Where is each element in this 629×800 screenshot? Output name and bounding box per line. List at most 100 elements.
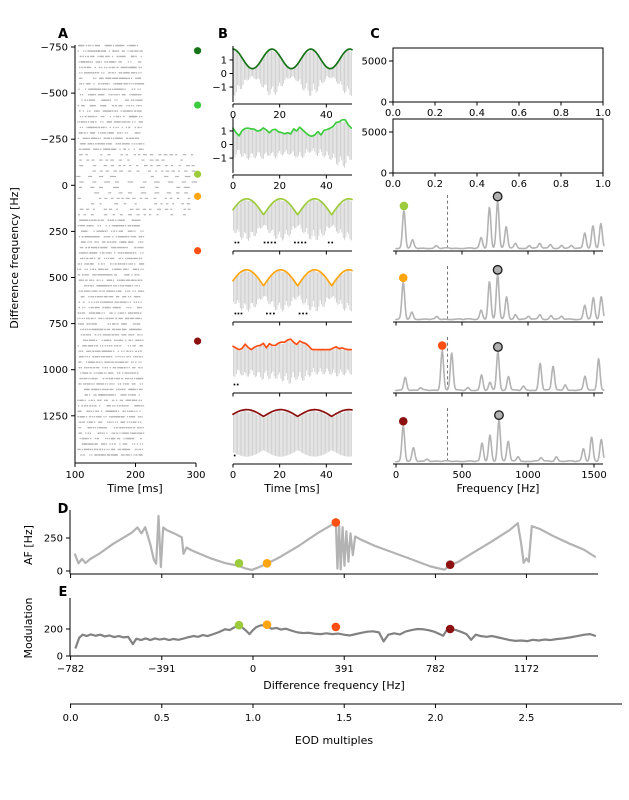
b-x-tick-label: 20 [273,470,286,481]
b-x-tick-label: 0 [230,470,236,481]
b-spike-dot [236,383,239,386]
b-y-tick-label: 1 [221,126,227,137]
d-y-tick-label: 250 [44,534,63,545]
b-spike-dot [331,241,334,244]
c-x-tick-label: 0.0 [385,108,401,119]
b-y-tick-label: 0 [221,69,227,80]
panel-e-label: E [59,585,68,600]
panel-b-label: B [218,27,228,42]
b-envelope [232,118,353,138]
b-carrier [233,269,352,312]
a-x-tick-label: 100 [65,470,84,481]
a-y-tick-label: −500 [41,89,68,100]
b-spike-dot [304,241,307,244]
b-carrier [233,49,352,97]
b-spike-dot [297,241,300,244]
b-carrier [233,340,352,384]
e-y-tick-label: 200 [44,625,63,636]
b-envelope [232,268,353,287]
c-peak-dot [399,201,409,211]
a-df-marker [194,101,202,109]
b-spike-dot [267,241,269,244]
c-x-tick-label: 0.6 [511,108,527,119]
panel-a-label: A [58,27,68,42]
b-spike-dot [237,312,240,315]
a-x-tick-label: 300 [186,470,205,481]
b-envelope [232,48,353,70]
a-df-marker [194,337,202,345]
a-y-tick-label: 1000 [43,365,68,376]
b-carrier [233,198,352,241]
b-x-tick-label: 0 [230,181,236,192]
a-raster-dots [76,44,198,456]
b-envelope [232,197,353,216]
b-x-tick-label: 20 [273,181,286,192]
a-y-tick-label: 1250 [43,411,68,422]
b-spike-dot [327,241,330,244]
b-spike-dot [240,312,243,315]
e-dot [234,620,244,630]
a-y-tick-label: 500 [49,273,68,284]
a-y-tick-label: −250 [41,135,68,146]
b-spike-dot [234,241,237,244]
b-envelope [232,338,353,351]
c-x-tick-label: 500 [452,470,471,481]
eod-tick-label: 2.0 [427,713,443,724]
a-df-marker [194,192,202,200]
b-spike-dot [237,241,240,244]
panel-d-label: D [58,502,69,517]
c-empty-box [392,118,604,174]
d-dot [331,518,341,527]
c-ref-peak-dot [492,342,503,352]
b-carrier [233,409,352,457]
b-x-tick-label: 40 [320,470,333,481]
c-y-tick-label: 5000 [362,128,387,139]
b-envelope [232,408,353,418]
e-x-tick-label: 782 [426,664,445,675]
c-x-axis-title: Frequency [Hz] [457,482,540,495]
c-x-tick-label: 0.4 [469,179,485,190]
a-y-tick-label: −750 [41,43,68,54]
b-spike-dot [263,241,266,244]
c-peak-dot [437,341,447,350]
c-ref-peak-dot [492,264,503,275]
b-spike-dot [301,241,303,244]
a-df-marker [194,47,202,55]
a-x-axis-title: Time [ms] [106,482,162,495]
c-x-tick-label: 1000 [515,470,540,481]
a-y-tick-label: 0 [62,181,68,192]
d-y-tick-label: 0 [57,567,63,578]
c-x-tick-label: 0.8 [553,179,569,190]
eod-tick-label: 1.5 [336,713,352,724]
e-dot [331,622,341,632]
c-empty-box [392,47,604,103]
b-x-axis-title: Time [ms] [263,482,319,495]
b-y-tick-label: 1 [221,55,227,66]
c-x-tick-label: 0.4 [469,108,485,119]
c-spectrum-curve [395,349,605,392]
c-peak-dot [398,416,408,426]
a-x-tick-label: 200 [126,470,145,481]
b-x-tick-label: 40 [320,110,333,121]
c-x-tick-label: 0.2 [427,179,443,190]
e-x-tick-label: 391 [335,664,354,675]
e-x-tick-label: −391 [148,664,175,675]
eod-tick-label: 0.5 [154,713,170,724]
b-spike-dot [233,383,236,386]
c-spectrum-curve [395,273,605,321]
c-peak-dot [398,273,408,283]
a-y-axis-title: Difference frequency [Hz] [8,187,21,329]
e-x-tick-label: 1172 [514,664,539,675]
b-spike-dot [302,312,304,315]
d-curve [73,514,597,572]
d-dot [262,559,272,568]
eod-axis-title: EOD multiples [295,734,373,747]
c-y-tick-label: 0 [381,169,387,180]
e-x-tick-label: 0 [250,664,256,675]
c-spectrum-curve [395,200,605,250]
b-y-tick-label: −1 [212,154,227,165]
b-spike-dot [305,312,308,315]
b-spike-dot [274,241,276,244]
c-y-tick-label: 0 [381,98,387,109]
c-x-tick-label: 1.0 [595,179,611,190]
